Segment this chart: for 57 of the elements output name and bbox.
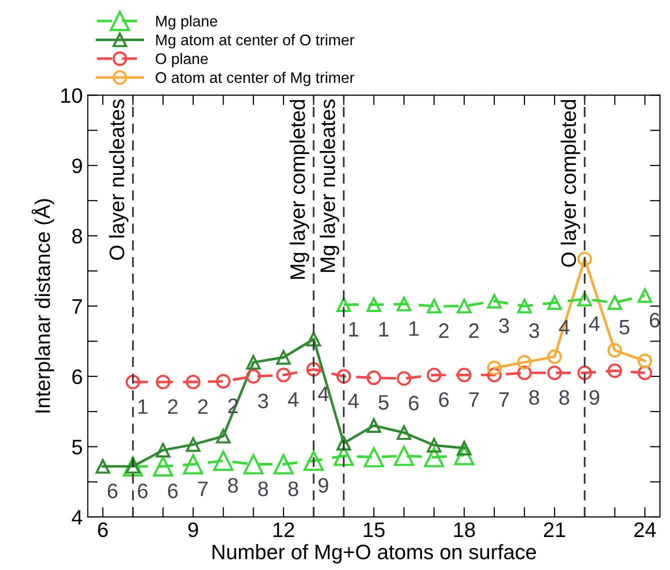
x-tick-label: 6 [98,522,108,538]
annotation: 7 [469,392,479,407]
annotation: 7 [499,392,509,407]
ref-line-label: Mg layer nucleates [320,99,340,272]
annotation: 6 [408,396,419,410]
annotation: 6 [168,484,178,498]
annotation: 4 [589,316,600,331]
annotation: 3 [529,323,540,338]
annotation: 4 [288,392,298,407]
annotation: 4 [348,394,359,408]
annotation: 6 [650,312,660,328]
annotation: 5 [620,320,630,335]
x-tick-label: 15 [364,522,385,538]
y-tick-label: 5 [72,440,82,454]
y-tick-label: 7 [72,299,82,314]
annotation: 4 [318,386,329,402]
annotation: 1 [409,321,418,336]
annotation: 7 [198,482,208,496]
x-tick-label: 12 [274,522,294,537]
annotation: 2 [469,323,479,338]
annotation: 8 [288,481,298,496]
annotation: 1 [349,322,358,336]
annotation: 8 [228,478,238,493]
annotation: 3 [258,394,268,408]
ref-line-label: O layer completed [560,100,580,267]
legend-label: Mg plane [156,15,218,30]
y-tick-label: 9 [72,158,82,174]
annotation: 9 [590,390,600,405]
y-tick-label: 10 [61,88,82,103]
y-axis-title: Interplanar distance (Å) [32,199,54,412]
legend-label: Mg atom at center of O trimer [156,34,354,48]
x-tick-label: 18 [454,522,475,538]
ref-line-label: O layer nucleates [109,99,128,260]
annotation: 6 [138,484,148,498]
y-tick-label: 6 [72,369,82,384]
annotation: 2 [168,399,178,414]
x-axis-title: Number of Mg+O atoms on surface [212,544,536,564]
x-tick-label: 9 [188,522,198,538]
annotation: 5 [378,395,388,410]
annotation: 8 [559,390,570,405]
annotation: 1 [379,322,388,336]
annotation: 2 [439,323,449,338]
x-tick-label: 21 [544,522,566,537]
annotation: 8 [529,390,540,405]
legend-label: O atom at center of Mg trimer [156,72,354,86]
annotation: 2 [198,399,208,414]
annotation: 3 [499,318,509,334]
ref-line-label: Mg layer completed [290,100,310,279]
annotation: 8 [258,481,268,496]
legend-label: O plane [156,52,208,68]
y-tick-label: 4 [72,510,82,525]
annotation: 6 [108,484,118,498]
x-tick-label: 24 [634,522,656,537]
annotation: 1 [138,399,148,414]
annotation: 6 [439,392,449,407]
annotation: 9 [318,478,328,493]
y-tick-label: 8 [72,228,82,244]
